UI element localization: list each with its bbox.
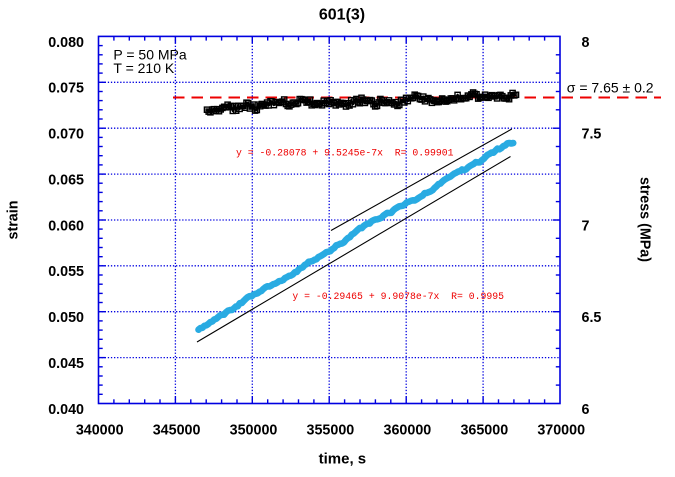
svg-text:365000: 365000 — [460, 423, 508, 439]
svg-text:7: 7 — [582, 218, 590, 234]
svg-text:360000: 360000 — [384, 423, 432, 439]
svg-text:stress (MPa): stress (MPa) — [637, 177, 653, 262]
svg-text:6.5: 6.5 — [582, 310, 602, 326]
svg-text:0.040: 0.040 — [48, 402, 84, 418]
svg-text:0.080: 0.080 — [48, 35, 84, 51]
svg-text:0.050: 0.050 — [48, 310, 84, 326]
svg-text:7.5: 7.5 — [582, 127, 602, 143]
svg-text:0.075: 0.075 — [48, 81, 84, 97]
svg-text:355000: 355000 — [307, 423, 355, 439]
svg-text:0.070: 0.070 — [48, 127, 84, 143]
svg-text:strain: strain — [6, 201, 22, 240]
svg-text:time, s: time, s — [319, 451, 367, 468]
svg-text:0.045: 0.045 — [48, 356, 84, 372]
svg-text:T = 210 K: T = 210 K — [113, 60, 175, 76]
svg-text:370000: 370000 — [537, 423, 585, 439]
svg-text:8: 8 — [582, 35, 590, 51]
svg-text:601(3): 601(3) — [319, 7, 365, 24]
svg-text:σ = 7.65 ± 0.2: σ = 7.65 ± 0.2 — [567, 80, 654, 96]
svg-text:0.065: 0.065 — [48, 173, 84, 189]
svg-text:0.060: 0.060 — [48, 218, 84, 234]
svg-text:340000: 340000 — [76, 423, 124, 439]
svg-text:6: 6 — [582, 402, 590, 418]
svg-text:y = -0.28078 + 9.5245e-7x R=: y = -0.28078 + 9.5245e-7x R= 0.99901 — [236, 148, 454, 159]
svg-text:0.055: 0.055 — [48, 264, 84, 280]
svg-text:y = -0.29465 + 9.9078e-7x R=: y = -0.29465 + 9.9078e-7x R= 0.9995 — [292, 291, 504, 302]
svg-text:350000: 350000 — [230, 423, 278, 439]
svg-text:P = 50 MPa: P = 50 MPa — [113, 47, 187, 63]
svg-text:345000: 345000 — [153, 423, 201, 439]
